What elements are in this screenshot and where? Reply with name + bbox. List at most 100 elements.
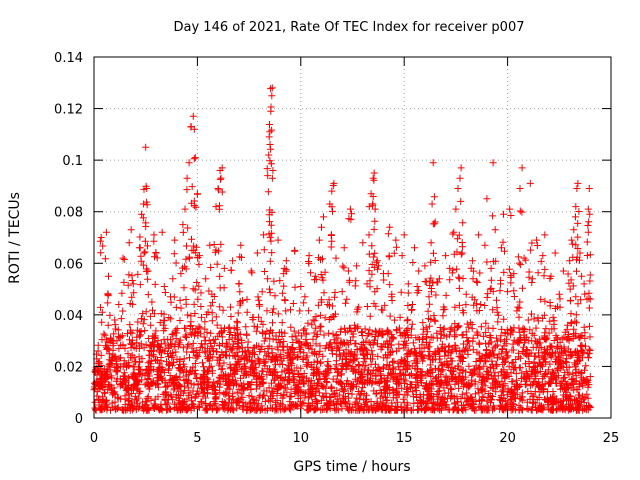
data-point	[179, 344, 187, 352]
data-point	[100, 389, 108, 397]
data-point	[155, 346, 163, 354]
data-point	[337, 338, 345, 346]
data-point	[111, 321, 119, 329]
data-point	[105, 272, 112, 280]
data-point	[268, 174, 276, 182]
data-point	[493, 308, 501, 316]
data-point	[345, 349, 353, 357]
data-point	[325, 296, 333, 304]
data-point	[287, 392, 295, 400]
data-point	[337, 399, 344, 407]
data-point	[260, 246, 268, 254]
data-point	[448, 324, 456, 332]
data-point	[552, 376, 560, 384]
data-point	[549, 348, 557, 356]
data-point	[328, 302, 336, 310]
data-point	[480, 332, 488, 340]
data-point	[523, 405, 531, 412]
data-point	[195, 260, 203, 268]
data-point	[584, 228, 592, 236]
data-point	[101, 331, 109, 339]
data-point	[482, 319, 490, 327]
data-point	[91, 398, 99, 406]
data-point	[161, 289, 169, 296]
data-point	[572, 377, 580, 385]
data-point	[268, 208, 276, 216]
data-point	[340, 387, 347, 395]
data-point	[240, 380, 248, 388]
data-point	[476, 269, 484, 277]
data-point	[287, 306, 294, 314]
data-point	[297, 345, 304, 353]
data-point	[254, 355, 262, 363]
data-point	[311, 272, 319, 280]
data-point	[169, 377, 177, 384]
data-point	[341, 397, 349, 405]
data-point	[233, 388, 241, 396]
data-point	[553, 355, 561, 363]
data-point	[584, 354, 592, 362]
data-point	[510, 394, 518, 402]
data-point	[213, 321, 221, 329]
data-point	[438, 362, 446, 370]
data-point	[158, 228, 166, 236]
data-point	[294, 383, 302, 391]
data-point	[225, 380, 233, 388]
data-point	[354, 388, 362, 395]
data-point	[136, 233, 144, 241]
data-point	[408, 306, 415, 314]
data-point	[140, 249, 148, 257]
data-point	[299, 399, 307, 407]
data-point	[155, 406, 163, 413]
data-point	[312, 275, 320, 283]
data-point	[316, 375, 324, 383]
data-point	[477, 301, 485, 308]
data-point	[558, 397, 566, 405]
data-point	[271, 292, 279, 300]
data-point	[578, 272, 586, 280]
data-point	[583, 252, 591, 259]
data-point	[250, 395, 258, 403]
data-point	[363, 402, 371, 410]
data-point	[309, 389, 317, 397]
data-point	[509, 378, 517, 386]
data-point	[531, 388, 539, 395]
data-point	[323, 379, 331, 387]
data-point	[191, 154, 199, 162]
data-point	[188, 344, 196, 352]
data-point	[321, 314, 329, 322]
data-point	[462, 290, 470, 298]
data-point	[457, 164, 465, 172]
data-point	[320, 213, 327, 221]
data-point	[563, 396, 570, 404]
data-point	[384, 230, 392, 238]
data-point	[518, 208, 526, 216]
data-point	[218, 365, 226, 373]
data-point	[455, 231, 463, 239]
data-point	[451, 333, 459, 341]
data-point	[217, 371, 225, 379]
data-point	[102, 228, 110, 236]
data-point	[586, 277, 594, 285]
data-point	[476, 340, 484, 348]
data-point	[497, 244, 505, 252]
data-point	[445, 406, 453, 414]
data-point	[521, 325, 529, 333]
data-point	[489, 159, 497, 167]
data-point	[467, 393, 475, 401]
data-point	[241, 347, 249, 355]
data-point	[230, 406, 238, 414]
data-point	[271, 367, 279, 375]
data-point	[202, 404, 210, 412]
data-point	[327, 397, 335, 405]
data-point	[580, 280, 588, 288]
data-point	[279, 346, 287, 354]
data-point	[177, 304, 185, 312]
data-point	[484, 374, 492, 382]
data-point	[479, 376, 486, 384]
data-point	[404, 316, 412, 324]
data-point	[541, 265, 549, 273]
data-point	[141, 372, 149, 380]
data-point	[501, 403, 509, 411]
data-point	[253, 249, 261, 257]
